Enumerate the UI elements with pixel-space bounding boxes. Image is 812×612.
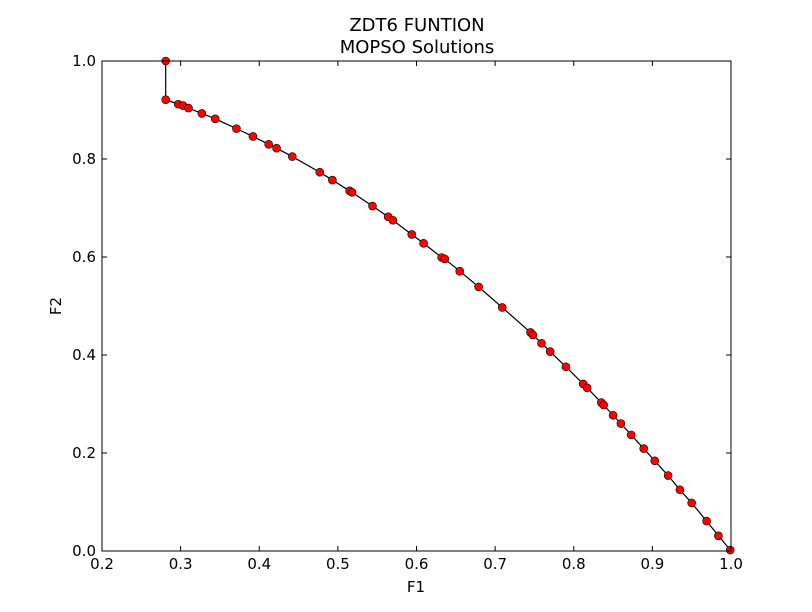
data-point	[725, 545, 735, 555]
data-point	[650, 456, 660, 466]
data-point	[497, 303, 507, 312]
x-tick-label: 0.5	[326, 555, 350, 573]
series-line	[165, 61, 731, 551]
data-point	[210, 114, 220, 124]
y-tick-label: 0.4	[72, 346, 96, 364]
chart-title: ZDT6 FUNTION	[349, 15, 484, 36]
data-point	[161, 95, 170, 105]
data-point	[561, 362, 571, 372]
data-point	[599, 400, 608, 410]
data-series	[161, 56, 735, 555]
data-point	[388, 215, 398, 225]
data-point	[528, 330, 538, 340]
data-point	[264, 140, 273, 149]
data-point	[687, 498, 696, 508]
data-point	[702, 516, 711, 526]
x-tick-label: 0.3	[169, 555, 193, 573]
data-point	[663, 471, 673, 480]
data-point	[474, 282, 483, 292]
data-point	[347, 188, 357, 197]
y-tick-label: 0.0	[72, 542, 96, 560]
x-tick-label: 0.2	[90, 555, 114, 573]
data-point	[545, 347, 555, 356]
data-point	[582, 383, 592, 393]
plot-frame	[101, 60, 732, 552]
data-point	[368, 201, 377, 211]
data-point	[315, 167, 325, 177]
data-point	[626, 430, 636, 440]
x-tick-label: 0.6	[405, 555, 429, 573]
data-point	[184, 103, 193, 113]
y-tick-label: 0.8	[72, 150, 96, 168]
x-axis-label: F1	[407, 578, 425, 596]
chart-subtitle: MOPSO Solutions	[340, 37, 495, 58]
y-axis-label: F2	[47, 297, 65, 315]
y-tick-label: 0.6	[72, 248, 96, 266]
data-point	[714, 531, 723, 541]
x-tick-label: 0.4	[247, 555, 271, 573]
data-point	[616, 419, 626, 428]
data-point	[197, 109, 207, 118]
x-tick-label: 0.8	[562, 555, 586, 573]
y-tick-label: 0.2	[72, 444, 96, 462]
data-point	[455, 266, 465, 276]
data-point	[407, 230, 417, 239]
x-tick-label: 1.0	[719, 555, 743, 573]
data-point	[639, 444, 649, 453]
plot-area	[102, 61, 731, 551]
tick-group: 0.2 0.3 0.4 0.5 0.6 0.7 0.8 0.9 1.00.00.20.40.60…	[72, 52, 743, 573]
data-point	[537, 338, 546, 348]
x-tick-label: 0.7	[483, 555, 507, 573]
data-point	[419, 238, 428, 248]
data-point	[675, 485, 685, 495]
data-point	[440, 254, 450, 264]
data-point	[608, 410, 618, 420]
data-point	[232, 124, 241, 133]
data-point	[272, 143, 281, 153]
data-point	[328, 175, 337, 185]
y-tick-label: 1.0	[72, 52, 96, 70]
data-point	[287, 152, 297, 161]
x-tick-label: 0.9	[640, 555, 664, 573]
data-point	[248, 132, 258, 141]
